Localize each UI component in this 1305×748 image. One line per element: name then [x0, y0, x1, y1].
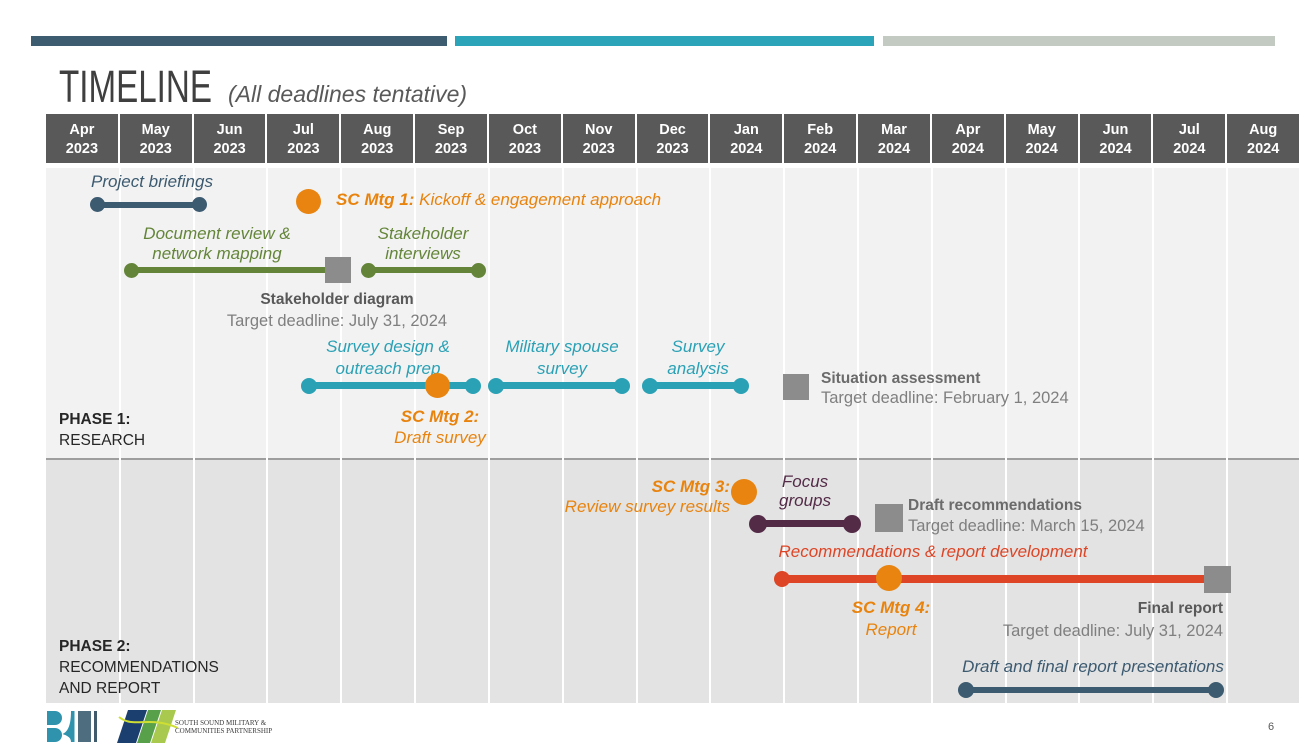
- svg-text:SOUTH SOUND MILITARY &: SOUTH SOUND MILITARY &: [175, 719, 267, 727]
- svg-text:COMMUNITIES PARTNERSHIP: COMMUNITIES PARTNERSHIP: [175, 727, 272, 735]
